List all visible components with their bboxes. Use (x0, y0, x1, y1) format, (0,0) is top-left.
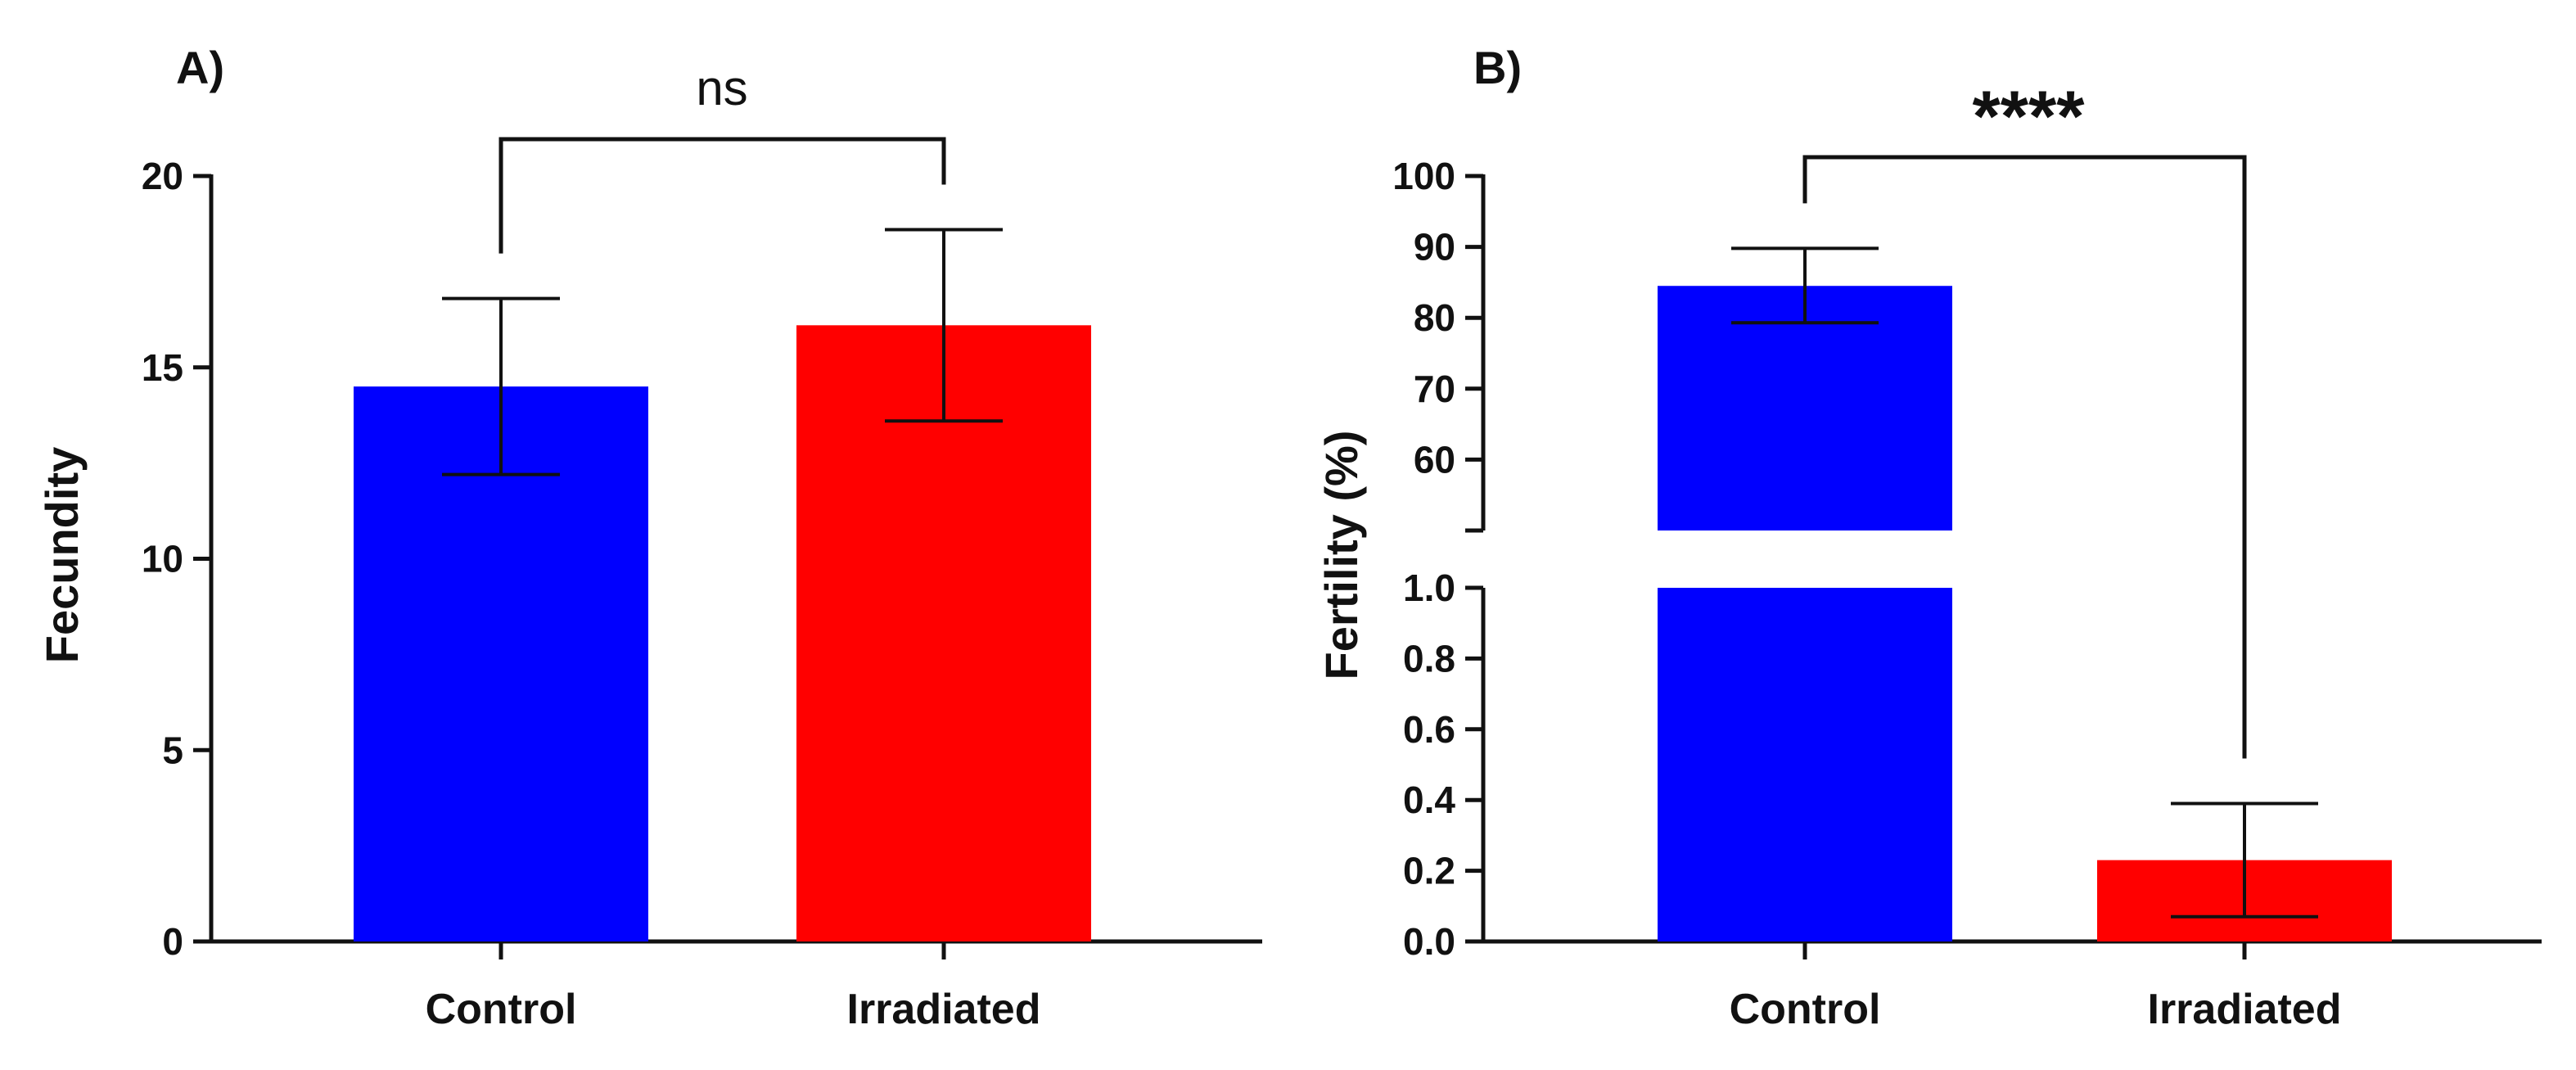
panel-b-category-label: Irradiated (2148, 986, 2342, 1033)
panel-a-significance-bracket (499, 137, 946, 254)
panel-a-significance-label: ns (696, 61, 747, 115)
panel-b-significance-bracket (1802, 155, 2247, 759)
panel-b-category-label: Control (1730, 986, 1881, 1033)
panel-b-y-tick-label: 1.0 (1403, 567, 1455, 609)
panel-b-y-tick-label: 100 (1392, 155, 1455, 197)
panel-b-bar-control-lower-segment (1658, 588, 1952, 941)
panel-b-y-tick-label: 70 (1414, 368, 1455, 410)
panel-a-bar-control (354, 386, 648, 941)
panel-a-y-tick-label: 20 (142, 155, 183, 197)
panel-a-label: A) (176, 42, 224, 93)
panel-a-category-label: Control (426, 986, 577, 1033)
panel-b-y-tick-label: 60 (1414, 438, 1455, 481)
panel-b-significance-label: **** (1973, 75, 2086, 156)
panel-a-y-axis-title: Fecundity (36, 447, 88, 663)
panel-a-y-tick-label: 15 (142, 346, 183, 389)
panel-b-fertility-chart: B) Fertility (%) **** 0.0 0.2 0.4 0.6 0.8 1.0… (1315, 42, 2542, 1033)
panel-b-y-tick-label: 0.0 (1403, 920, 1455, 963)
panel-a-category-label: Irradiated (847, 986, 1041, 1033)
panel-b-y-tick-label: 90 (1414, 226, 1455, 269)
panel-a-y-tick-label: 5 (162, 729, 183, 771)
panel-b-y-tick-label: 0.8 (1403, 637, 1455, 679)
panel-b-y-tick-label: 0.6 (1403, 708, 1455, 751)
panel-a-y-tick-label: 10 (142, 538, 183, 580)
panel-a-fecundity-chart: A) Fecundity ns 0 5 10 15 20 Control Irradiate… (36, 42, 1262, 1033)
panel-b-y-tick-label: 0.2 (1403, 850, 1455, 892)
panel-b-bar-control-upper-segment (1658, 286, 1952, 530)
panel-a-y-tick-label: 0 (162, 920, 183, 963)
panel-b-y-tick-label: 80 (1414, 296, 1455, 339)
panel-b-y-axis-title: Fertility (%) (1315, 431, 1367, 680)
panel-a-bar-irradiated (796, 325, 1091, 941)
panel-b-label: B) (1473, 42, 1522, 93)
panel-b-y-tick-label: 0.4 (1403, 779, 1455, 821)
